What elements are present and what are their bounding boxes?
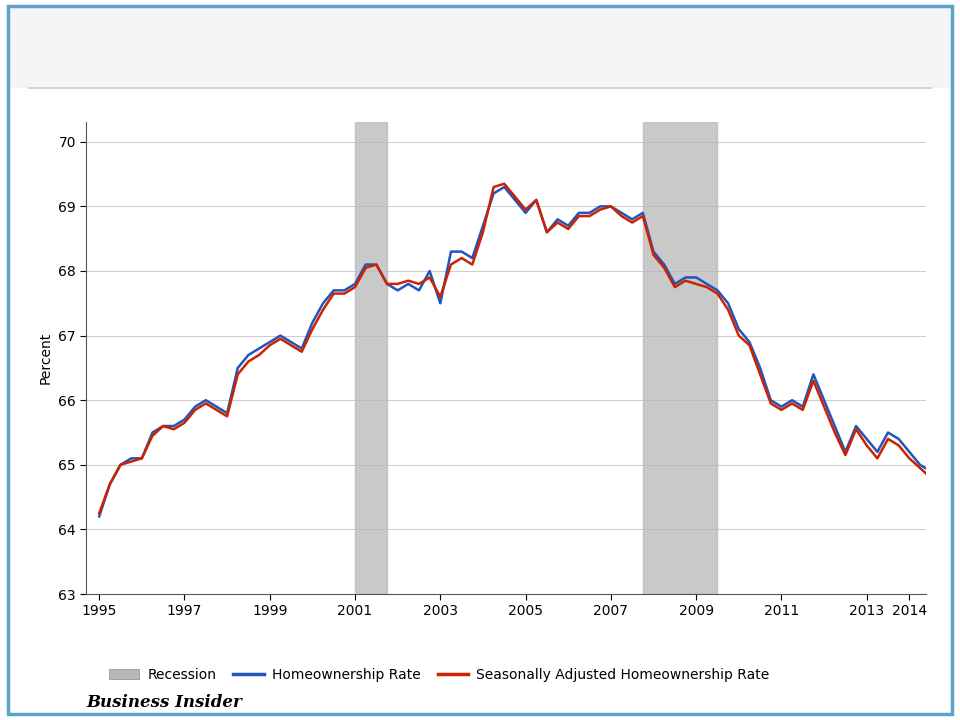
Seasonally Adjusted Homeownership Rate [605,202,616,211]
Seasonally Adjusted Homeownership Rate [680,276,691,285]
Homeownership Rate [605,202,616,211]
Homeownership Rate [648,247,660,256]
Text: Chart of the Day: Chart of the Day [542,33,761,57]
Homeownership Rate [615,209,627,217]
FancyBboxPatch shape [477,11,494,70]
Text: Markets: Markets [310,33,418,57]
Seasonally Adjusted Homeownership Rate [498,179,510,188]
Seasonally Adjusted Homeownership Rate [93,509,105,518]
Seasonally Adjusted Homeownership Rate [467,260,478,269]
Text: Business Insider: Business Insider [86,694,242,711]
Line: Homeownership Rate: Homeownership Rate [99,187,942,516]
Homeownership Rate [467,253,478,262]
Seasonally Adjusted Homeownership Rate [936,477,948,485]
Homeownership Rate [936,473,948,482]
Text: Quarterly Homeownership Rates and Seasonally Adjusted Homeownership Rates
for th: Quarterly Homeownership Rates and Season… [128,24,885,66]
Homeownership Rate [498,183,510,192]
Legend: Recession, Homeownership Rate, Seasonally Adjusted Homeownership Rate: Recession, Homeownership Rate, Seasonall… [103,662,776,688]
Seasonally Adjusted Homeownership Rate [851,425,862,433]
Bar [643,122,717,594]
Homeownership Rate [680,273,691,282]
Seasonally Adjusted Homeownership Rate [648,251,660,259]
Line: Seasonally Adjusted Homeownership Rate: Seasonally Adjusted Homeownership Rate [99,184,942,513]
Y-axis label: Percent: Percent [38,332,53,384]
FancyBboxPatch shape [459,33,476,70]
Bar [355,122,387,594]
Homeownership Rate [93,512,105,521]
Text: Figure 4: Figure 4 [95,65,146,78]
FancyBboxPatch shape [495,22,513,70]
Homeownership Rate [851,422,862,431]
Seasonally Adjusted Homeownership Rate [615,212,627,220]
